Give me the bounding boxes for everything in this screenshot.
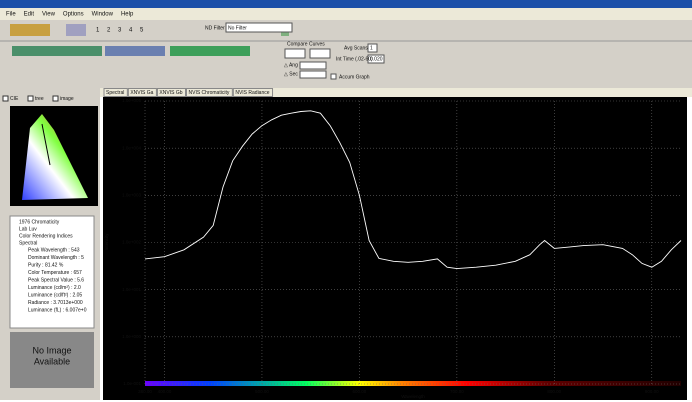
chart-panel: [103, 97, 687, 400]
select-value: No Filter: [228, 25, 247, 31]
menu-item[interactable]: Options: [63, 12, 84, 18]
x-tick-label: 400.00: [158, 389, 172, 394]
icon-group: [170, 46, 250, 56]
icon-group: [105, 46, 165, 56]
spectrum-line: [144, 110, 682, 270]
label[interactable]: Accum Graph: [339, 74, 370, 80]
y-tick-label: 1.0e-001: [123, 381, 141, 386]
menu-item[interactable]: Help: [121, 12, 134, 18]
tree-child[interactable]: Color Temperature : 657: [28, 270, 82, 276]
checkbox[interactable]: [27, 95, 34, 102]
sec-input[interactable]: [299, 70, 327, 79]
toolbar-button[interactable]: 2: [107, 28, 111, 34]
label: Avg Scans: [344, 45, 368, 51]
label: △ Ang: [284, 62, 298, 68]
tree-item[interactable]: Color Rendering Indices: [19, 233, 73, 239]
spectrum-bar: [145, 381, 681, 386]
icon-group: [10, 24, 50, 36]
tab[interactable]: XNVIS Ga: [130, 90, 153, 96]
tree-item[interactable]: Spectral: [19, 240, 37, 246]
input-value: 0.020: [370, 56, 383, 62]
input-value: 1: [370, 45, 373, 51]
tab-frame[interactable]: [156, 88, 186, 97]
checkbox[interactable]: [52, 95, 59, 102]
y-tick-label: 1.0e+003: [122, 193, 141, 198]
x-axis-label: Wavelength: [401, 394, 425, 399]
image-placeholder: Available: [34, 356, 70, 366]
tree-child[interactable]: Purity : 81.42 %: [28, 262, 64, 268]
tree-child[interactable]: Luminance (fL) : 6.007e+0: [28, 307, 87, 313]
y-tick-label: 1.0e+000: [122, 334, 141, 339]
menu-item[interactable]: Window: [92, 12, 114, 18]
checkbox-label: CIE: [10, 96, 19, 102]
cie-line: [41, 123, 51, 166]
x-tick-label: 380.00: [138, 389, 152, 394]
tab[interactable]: NVIS Chromaticity: [189, 90, 230, 96]
tab-frame[interactable]: [232, 88, 274, 97]
menu-item[interactable]: View: [42, 12, 56, 18]
tab-frame[interactable]: [127, 88, 157, 97]
tab-frame[interactable]: [103, 88, 128, 97]
compare-dropdown[interactable]: [284, 48, 306, 59]
tree-child[interactable]: Peak Spectral Value : 5.6: [28, 277, 84, 283]
image-placeholder: No Image: [32, 345, 71, 355]
checkbox[interactable]: [2, 95, 9, 102]
toolbar-button[interactable]: 5: [140, 28, 144, 34]
ang-input[interactable]: [299, 61, 327, 70]
toolbar-button[interactable]: 3: [118, 28, 122, 34]
image-box: [10, 332, 94, 388]
toolbar-button[interactable]: 1: [96, 28, 100, 34]
x-tick-label: 900.00: [645, 389, 659, 394]
label: △ Sec: [284, 71, 298, 77]
checkbox-label: tree: [35, 96, 44, 102]
y-tick-label: 1.0e+004: [122, 145, 141, 150]
tree-item[interactable]: 1976 Chromaticity: [19, 219, 60, 225]
tree-child[interactable]: Luminance (cd/ft²) : 2.05: [28, 292, 82, 298]
y-tick-label: 1.0e+005: [122, 98, 141, 103]
title-bar: [0, 0, 692, 8]
tab[interactable]: XNVIS Gb: [159, 90, 182, 96]
menu-bar: [0, 8, 692, 20]
compare-dropdown[interactable]: [309, 48, 331, 59]
y-tick-label: 1.0e+002: [122, 240, 141, 245]
y-tick-label: 1.0e+001: [122, 287, 141, 292]
accum-checkbox[interactable]: [330, 73, 337, 80]
label: Compare Curves: [287, 41, 325, 47]
nd-filter-select[interactable]: [225, 22, 293, 33]
menu-item[interactable]: File: [6, 12, 16, 18]
tree-child[interactable]: Peak Wavelength : 543: [28, 247, 80, 253]
x-tick-label: 800.00: [547, 389, 561, 394]
toolbar-button[interactable]: 4: [129, 28, 133, 34]
x-tick-label: 600.00: [353, 389, 367, 394]
icon-group: [66, 24, 86, 36]
tree-child[interactable]: Luminance (cd/m²) : 2.0: [28, 285, 81, 291]
tab[interactable]: Spectral: [106, 90, 124, 96]
tab-frame[interactable]: [186, 88, 233, 97]
toolbar-icons: [10, 22, 385, 80]
tab[interactable]: NVIS Radiance: [235, 90, 269, 96]
tree-item[interactable]: Lab Luv: [19, 226, 37, 232]
icon-group: [12, 46, 102, 56]
tab-strip: [100, 88, 692, 97]
cie-gamut: [22, 114, 88, 200]
menu-item[interactable]: Edit: [24, 12, 35, 18]
tree-child[interactable]: Dominant Wavelength : 5: [28, 255, 84, 261]
y-axis-label: Intensity: [104, 233, 109, 251]
x-tick-label: 500.00: [255, 389, 269, 394]
checkbox-label: image: [60, 96, 74, 102]
tree-view: [9, 215, 95, 329]
avg-input[interactable]: [367, 43, 378, 53]
label: Int Time (.02-60): [336, 56, 373, 62]
int-time-input[interactable]: [367, 54, 385, 64]
tree-child[interactable]: Radiance : 3.7013e+000: [28, 300, 83, 306]
x-tick-label: 700.00: [450, 389, 464, 394]
label: ND Filter: [205, 25, 225, 31]
